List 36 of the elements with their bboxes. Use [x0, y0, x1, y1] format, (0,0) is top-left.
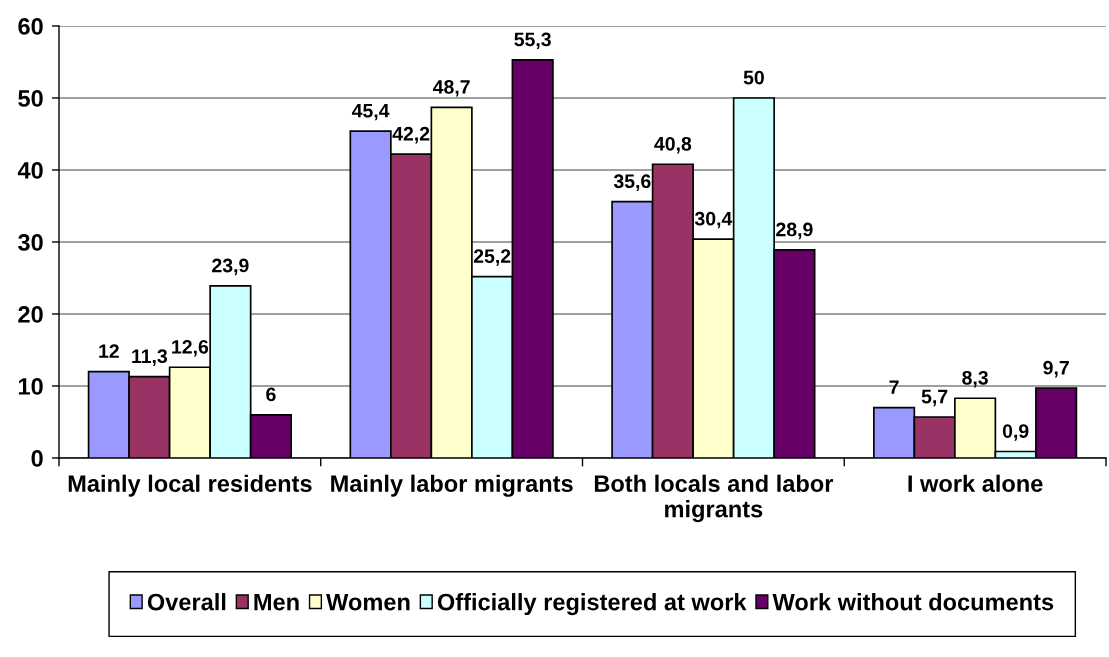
x-tick-label: Both locals and labor migrants	[594, 474, 834, 523]
x-tick-label: Mainly local residents	[68, 474, 312, 497]
data-label: 42,2	[392, 126, 430, 144]
x-tick-label: Mainly labor migrants	[331, 474, 573, 497]
data-label: 30,4	[694, 211, 733, 229]
data-label: 5,7	[921, 389, 948, 407]
data-label: 48,7	[433, 80, 470, 97]
data-label: 9,7	[1043, 360, 1069, 378]
y-tick-label: 40	[17, 162, 43, 179]
data-label: 45,4	[351, 103, 390, 121]
data-label: 8,3	[962, 370, 988, 388]
x-tick-label: I work alone	[908, 474, 1043, 493]
y-tick-label: 10	[18, 378, 43, 395]
y-tick-label: 30	[18, 234, 43, 251]
legend-label: Officially registered at work	[437, 593, 747, 616]
data-label: 25,2	[473, 249, 511, 266]
y-tick-label: 0	[31, 450, 43, 467]
data-label: 50	[743, 70, 764, 85]
data-label: 6	[266, 387, 276, 402]
legend-label: Work without documents	[772, 593, 1054, 611]
data-label: 35,6	[613, 174, 651, 191]
data-label: 0,9	[1002, 424, 1029, 441]
data-label: 12,6	[172, 339, 209, 357]
data-label: 12	[99, 344, 119, 358]
legend-label: Overall	[147, 593, 226, 611]
y-tick-label: 50	[18, 90, 43, 107]
y-tick-label: 60	[18, 18, 43, 35]
legend-label: Men	[254, 593, 299, 611]
data-label: 40,8	[654, 136, 692, 154]
data-label: 28,9	[776, 222, 813, 240]
data-label: 55,3	[514, 32, 551, 50]
legend-label: Women	[326, 593, 410, 611]
data-label: 23,9	[212, 258, 249, 276]
data-label: 11,3	[132, 349, 168, 366]
data-label: 7	[889, 380, 899, 394]
y-tick-label: 20	[18, 306, 43, 323]
